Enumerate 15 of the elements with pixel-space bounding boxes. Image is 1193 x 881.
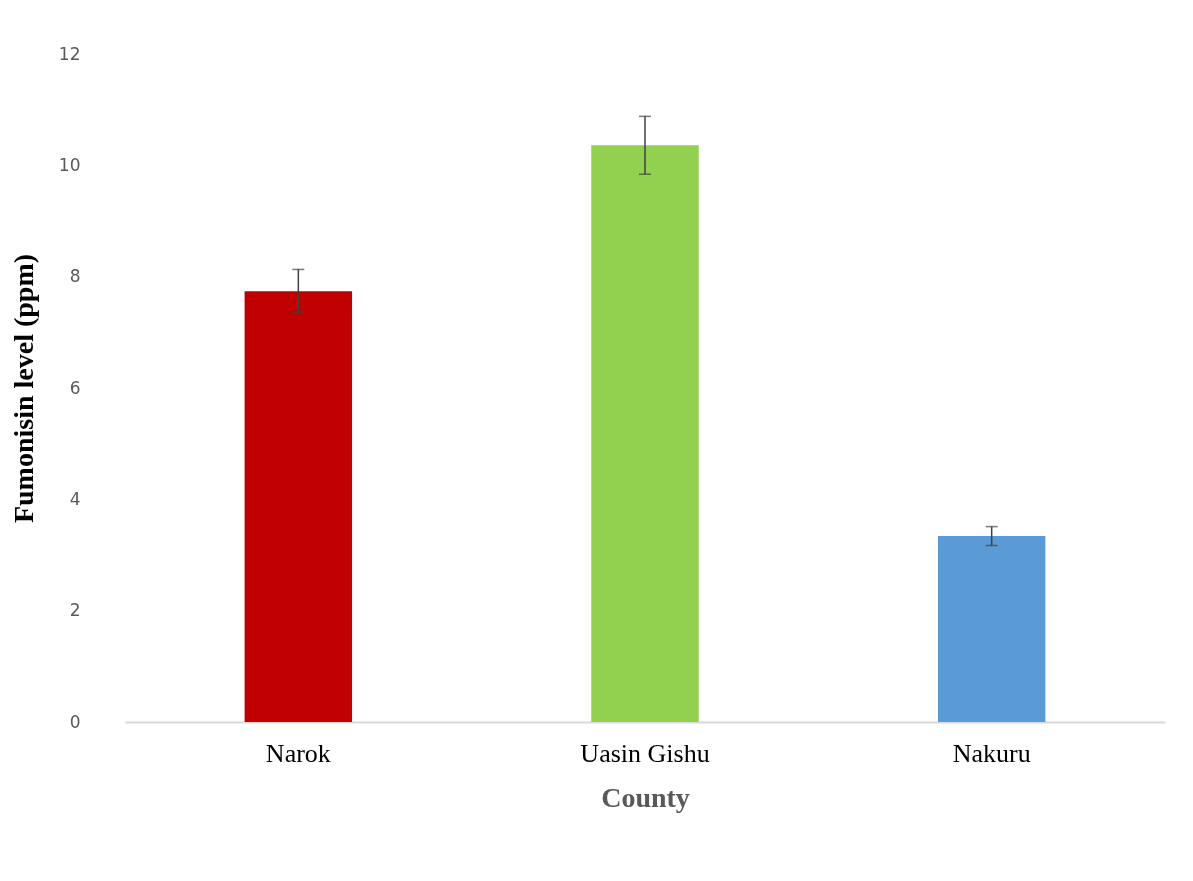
- y-axis-title: Fumonisin level (ppm): [7, 253, 39, 524]
- y-tick-label: 12: [58, 43, 81, 64]
- x-axis-title: County: [601, 781, 690, 813]
- y-tick-label: 6: [69, 377, 81, 398]
- y-tick-label: 0: [69, 711, 81, 732]
- x-tick-label: Nakuru: [952, 738, 1031, 768]
- y-tick-label: 8: [69, 266, 81, 287]
- x-tick-label: Narok: [265, 738, 331, 768]
- y-tick-label: 10: [58, 154, 81, 175]
- bar: [244, 291, 353, 722]
- y-tick-label: 4: [69, 488, 81, 509]
- bar: [937, 536, 1046, 722]
- x-tick-label: Uasin Gishu: [580, 738, 710, 768]
- bar: [591, 145, 699, 722]
- y-tick-label: 2: [69, 600, 81, 621]
